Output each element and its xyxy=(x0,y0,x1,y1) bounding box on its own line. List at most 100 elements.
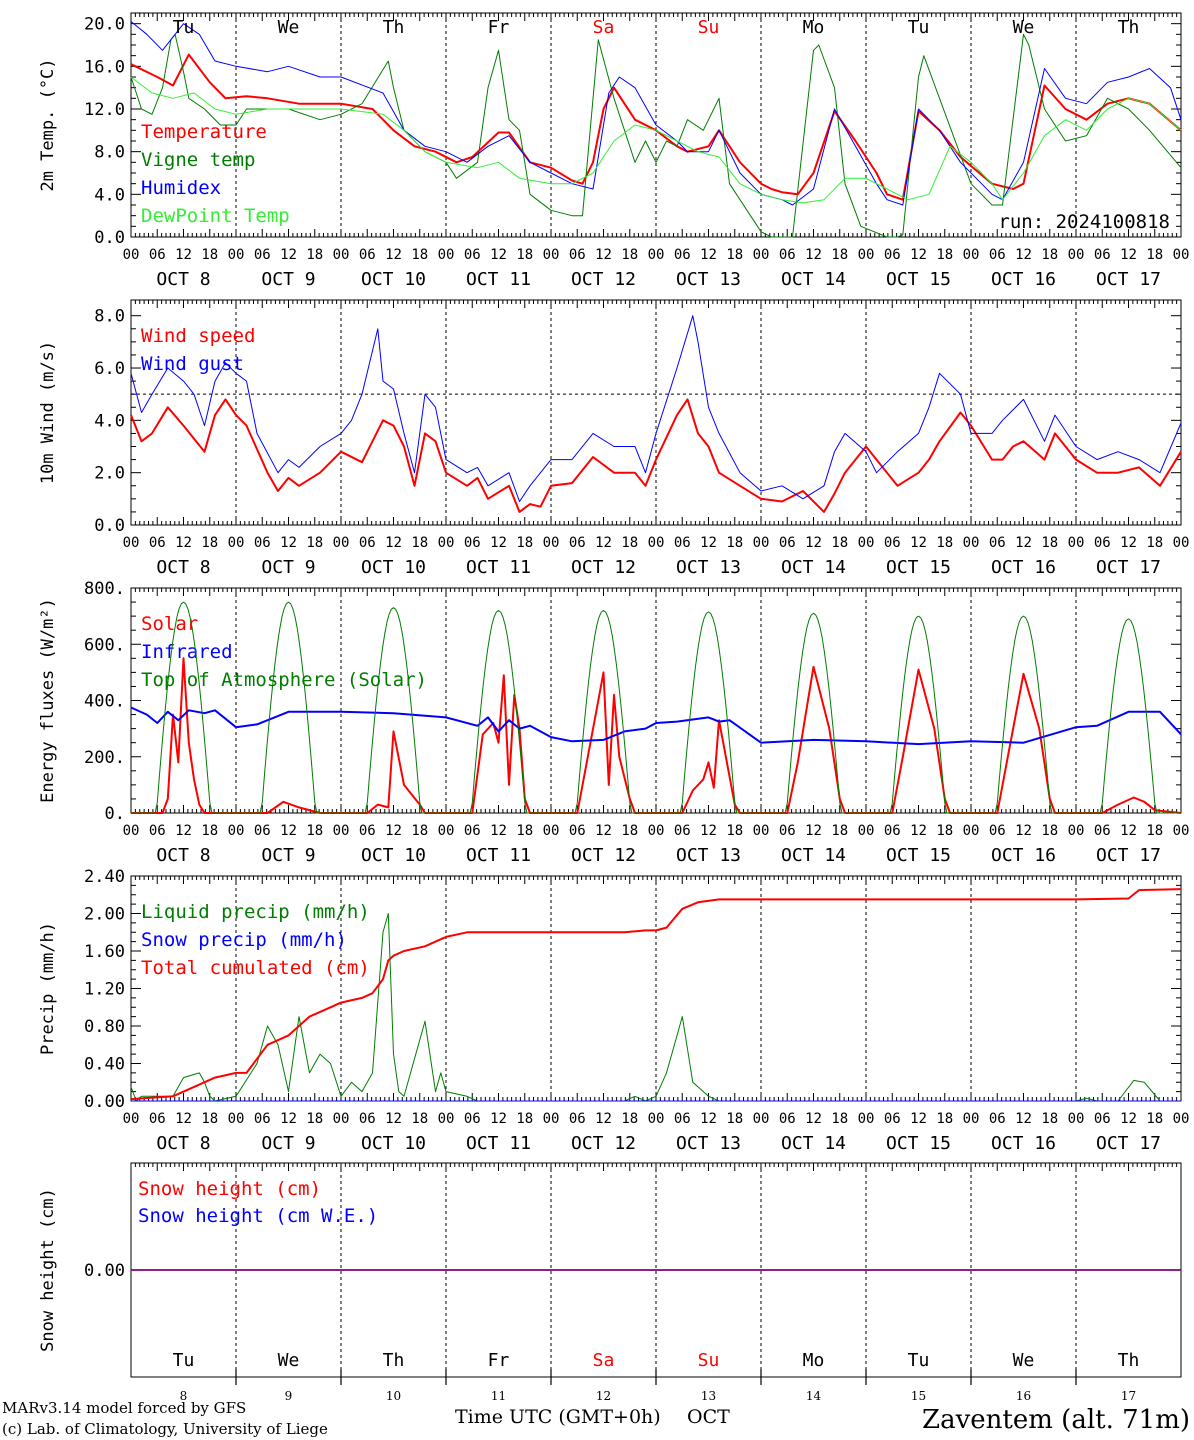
date-label: OCT 12 xyxy=(571,269,636,290)
hour-tick-label: 06 xyxy=(464,1111,481,1127)
date-number: 15 xyxy=(911,1389,926,1403)
day-label: Tu xyxy=(908,17,930,38)
date-label: OCT 16 xyxy=(991,845,1056,866)
hour-tick-label: 00 xyxy=(438,247,455,263)
hour-tick-label: 06 xyxy=(884,823,901,839)
y-tick-label: 1.20 xyxy=(84,980,125,1000)
y-axis-label: 2m Temp. (°C) xyxy=(38,58,58,191)
hour-tick-label: 06 xyxy=(779,1111,796,1127)
legend-entry: Humidex xyxy=(141,177,221,199)
y-tick-label: 2.40 xyxy=(84,867,125,887)
hour-tick-label: 12 xyxy=(1015,247,1032,263)
hour-tick-label: 18 xyxy=(411,247,428,263)
hour-tick-label: 18 xyxy=(411,1111,428,1127)
hour-tick-label: 12 xyxy=(1120,247,1137,263)
panel-frame xyxy=(130,587,1182,814)
date-label: OCT 15 xyxy=(886,269,951,290)
hour-tick-label: 18 xyxy=(1146,247,1163,263)
date-label: OCT 8 xyxy=(156,269,210,290)
hour-tick-label: 00 xyxy=(438,535,455,551)
hour-tick-label: 12 xyxy=(280,535,297,551)
hour-tick-label: 12 xyxy=(595,1111,612,1127)
hour-tick-label: 06 xyxy=(1094,535,1111,551)
legend-entry: Infrared xyxy=(141,641,233,663)
hour-tick-label: 06 xyxy=(254,247,271,263)
day-label: Th xyxy=(383,17,405,38)
day-label: Mo xyxy=(803,1350,825,1371)
y-axis-label: Snow height (cm) xyxy=(38,1188,58,1352)
hour-tick-label: 18 xyxy=(1041,1111,1058,1127)
date-label: OCT 12 xyxy=(571,845,636,866)
hour-tick-label: 06 xyxy=(254,823,271,839)
series-line-wind-gust xyxy=(130,315,1182,502)
hour-tick-label: 12 xyxy=(490,823,507,839)
hour-tick-label: 00 xyxy=(1068,1111,1085,1127)
y-axis-label: 10m Wind (m/s) xyxy=(38,341,58,484)
hour-tick-label: 00 xyxy=(543,247,560,263)
day-label: Mo xyxy=(803,17,825,38)
legend-entry: DewPoint Temp xyxy=(141,205,290,227)
hour-tick-label: 06 xyxy=(989,823,1006,839)
date-number: 11 xyxy=(491,1389,506,1403)
legend-entry: Temperature xyxy=(141,121,267,143)
y-tick-label: 200. xyxy=(84,748,125,768)
hour-tick-label: 12 xyxy=(175,823,192,839)
hour-tick-label: 06 xyxy=(149,247,166,263)
day-label: Th xyxy=(1118,1350,1140,1371)
hour-tick-label: 18 xyxy=(726,247,743,263)
hour-tick-label: 06 xyxy=(1094,823,1111,839)
y-tick-label: 2.00 xyxy=(84,905,125,925)
run-annotation: run: 2024100818 xyxy=(998,211,1170,233)
hour-tick-label: 00 xyxy=(753,1111,770,1127)
day-label: Sa xyxy=(593,1350,615,1371)
hour-tick-label: 06 xyxy=(569,247,586,263)
hour-tick-label: 06 xyxy=(149,823,166,839)
hour-tick-label: 00 xyxy=(228,823,245,839)
day-label: Su xyxy=(698,17,720,38)
date-label: OCT 14 xyxy=(781,845,846,866)
date-label: OCT 11 xyxy=(466,269,531,290)
day-label: Tu xyxy=(173,17,195,38)
hour-tick-label: 18 xyxy=(306,1111,323,1127)
date-label: OCT 9 xyxy=(261,557,315,578)
hour-tick-label: 18 xyxy=(201,247,218,263)
hour-tick-label: 12 xyxy=(910,247,927,263)
date-number: 9 xyxy=(285,1389,293,1403)
hour-tick-label: 18 xyxy=(201,535,218,551)
date-label: OCT 17 xyxy=(1096,1133,1161,1154)
hour-tick-label: 12 xyxy=(1015,823,1032,839)
station-label: Zaventem (alt. 71m) xyxy=(922,1405,1190,1435)
y-tick-label: 6.0 xyxy=(94,359,125,379)
date-label: OCT 17 xyxy=(1096,845,1161,866)
hour-tick-label: 00 xyxy=(228,247,245,263)
hour-tick-label: 18 xyxy=(726,823,743,839)
legend-entry: Snow precip (mm/h) xyxy=(141,929,347,951)
y-tick-label: 0.40 xyxy=(84,1055,125,1075)
hour-tick-label: 00 xyxy=(753,535,770,551)
time-axis-label: Time UTC (GMT+0h) xyxy=(455,1406,661,1428)
y-tick-label: 8.0 xyxy=(94,307,125,327)
day-label: We xyxy=(1013,1350,1035,1371)
legend-entry: Top of Atmosphere (Solar) xyxy=(141,669,427,691)
hour-tick-label: 18 xyxy=(936,823,953,839)
day-label: Fr xyxy=(488,17,510,38)
hour-tick-label: 06 xyxy=(779,535,796,551)
hour-tick-label: 00 xyxy=(648,823,665,839)
hour-tick-label: 00 xyxy=(753,247,770,263)
hour-tick-label: 18 xyxy=(621,247,638,263)
hour-tick-label: 00 xyxy=(648,1111,665,1127)
hour-tick-label: 18 xyxy=(726,1111,743,1127)
hour-tick-label: 12 xyxy=(385,823,402,839)
date-label: OCT 9 xyxy=(261,1133,315,1154)
hour-tick-label: 12 xyxy=(910,1111,927,1127)
hour-tick-label: 00 xyxy=(333,247,350,263)
y-tick-label: 400. xyxy=(84,692,125,712)
hour-tick-label: 12 xyxy=(595,823,612,839)
date-number: 14 xyxy=(806,1389,822,1403)
hour-tick-label: 12 xyxy=(1015,535,1032,551)
hour-tick-label: 00 xyxy=(648,247,665,263)
hour-tick-label: 00 xyxy=(1068,823,1085,839)
date-number: 8 xyxy=(180,1389,188,1403)
hour-tick-label: 18 xyxy=(1041,535,1058,551)
